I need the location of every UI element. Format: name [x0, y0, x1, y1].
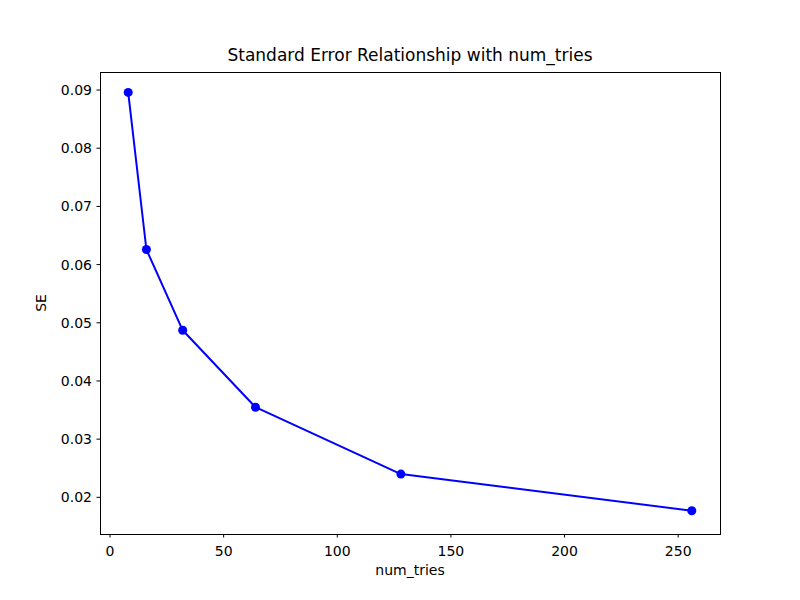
- x-tick-label: 250: [665, 543, 692, 559]
- data-point-marker: [251, 403, 260, 412]
- figure: 0 50 100 150 200 250 0.02 0.03 0.04 0.05 0.06 0.07…: [0, 0, 800, 600]
- plot-area: [100, 72, 720, 534]
- y-axis-label: SE: [33, 294, 49, 312]
- data-point-marker: [687, 506, 696, 515]
- x-tick-label: 0: [106, 543, 115, 559]
- data-point-marker: [142, 245, 151, 254]
- line-chart: 0 50 100 150 200 250 0.02 0.03 0.04 0.05 0.06 0.07…: [0, 0, 800, 600]
- y-tick-label: 0.05: [61, 315, 92, 331]
- data-point-marker: [124, 88, 133, 97]
- y-tick-label: 0.03: [61, 431, 92, 447]
- y-tick-label: 0.08: [61, 140, 92, 156]
- y-tick-label: 0.09: [61, 82, 92, 98]
- data-point-marker: [178, 326, 187, 335]
- x-axis-label: num_tries: [375, 562, 444, 578]
- y-tick-label: 0.06: [61, 257, 92, 273]
- y-tick-label: 0.07: [61, 198, 92, 214]
- x-tick-label: 50: [215, 543, 233, 559]
- x-tick-label: 100: [324, 543, 351, 559]
- x-tick-label: 150: [438, 543, 465, 559]
- y-axis-ticks: 0.02 0.03 0.04 0.05 0.06 0.07 0.08 0.09: [61, 82, 100, 505]
- x-axis-ticks: 0 50 100 150 200 250: [106, 534, 692, 559]
- x-tick-label: 200: [551, 543, 578, 559]
- y-tick-label: 0.04: [61, 373, 92, 389]
- chart-title: Standard Error Relationship with num_tri…: [227, 45, 592, 66]
- data-point-marker: [396, 470, 405, 479]
- y-tick-label: 0.02: [61, 489, 92, 505]
